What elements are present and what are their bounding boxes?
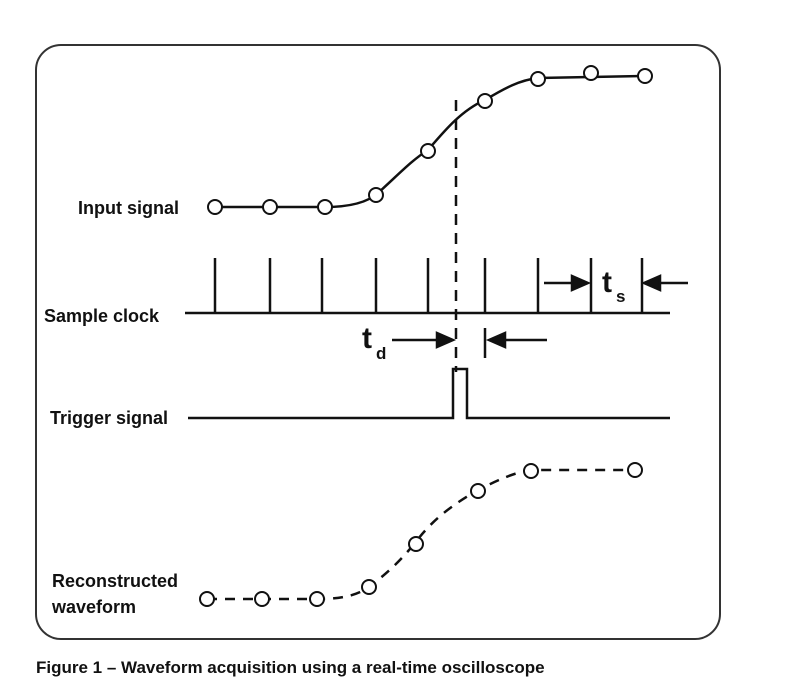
input-sample-point [477,93,493,109]
ts-subscript: s [616,287,625,306]
input-sample-point [583,65,599,81]
reconstructed-waveform-curve [207,468,635,601]
reconstructed-sample-point [309,591,325,607]
reconstructed-sample-point [199,591,215,607]
input-sample-point [317,199,333,215]
input-sample-point [420,143,436,159]
input-signal-curve [215,74,646,209]
ts-arrows [544,274,688,292]
reconstructed-sample-point [408,536,424,552]
input-sample-point [368,187,384,203]
ts-arrowhead-left [640,274,662,292]
ts-symbol: t [602,266,612,299]
input-sample-point [530,71,546,87]
trigger-signal-line [188,367,670,420]
td-arrowhead-left [485,331,507,349]
ts-arrowhead-right [570,274,592,292]
figure-caption: Figure 1 – Waveform acquisition using a … [36,658,545,677]
td-arrows [392,328,547,358]
sample-clock-ticks [213,258,644,313]
input-sample-point [262,199,278,215]
td-symbol: t [362,322,372,355]
td-arrowhead-right [435,331,457,349]
reconstructed-samples [199,462,643,607]
reconstructed-label-line1: Reconstructed [52,571,178,591]
input-signal-samples [207,65,653,215]
reconstructed-sample-point [361,579,377,595]
reconstructed-sample-point [523,463,539,479]
sample-clock-label: Sample clock [44,306,160,326]
input-signal-label: Input signal [78,198,179,218]
reconstructed-sample-point [470,483,486,499]
input-sample-point [637,68,653,84]
reconstructed-label-line2: waveform [51,597,136,617]
td-subscript: d [376,344,386,363]
diagram-frame [35,44,721,640]
trigger-signal-label: Trigger signal [50,408,168,428]
reconstructed-sample-point [627,462,643,478]
reconstructed-sample-point [254,591,270,607]
input-sample-point [207,199,223,215]
